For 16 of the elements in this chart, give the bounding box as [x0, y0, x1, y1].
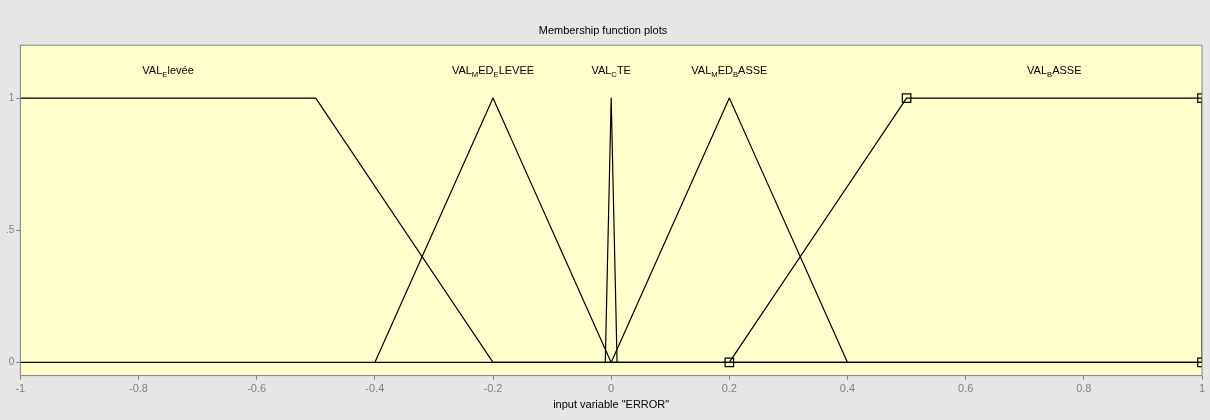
x-tick-label: -0.4: [365, 382, 385, 395]
x-tick-label: -0.2: [483, 382, 503, 395]
x-tick-label: -0.6: [247, 382, 267, 395]
y-tick-label: .5: [6, 223, 15, 235]
y-tick-label: 0: [8, 356, 15, 368]
x-tick-label: 0.6: [958, 382, 974, 395]
x-axis-title: input variable "ERROR": [553, 398, 670, 411]
x-tick-label: 0.2: [721, 382, 737, 395]
x-tick-label: 0.8: [1076, 382, 1092, 395]
y-tick-label: 1: [8, 91, 15, 103]
x-tick-label: -1: [15, 382, 26, 395]
x-tick-label: 0.4: [839, 382, 856, 395]
x-tick-label: 0: [608, 382, 615, 395]
chart-title: Membership function plots: [538, 23, 668, 36]
x-tick-label: -0.8: [129, 382, 148, 395]
x-tick-label: 1: [1198, 382, 1206, 395]
